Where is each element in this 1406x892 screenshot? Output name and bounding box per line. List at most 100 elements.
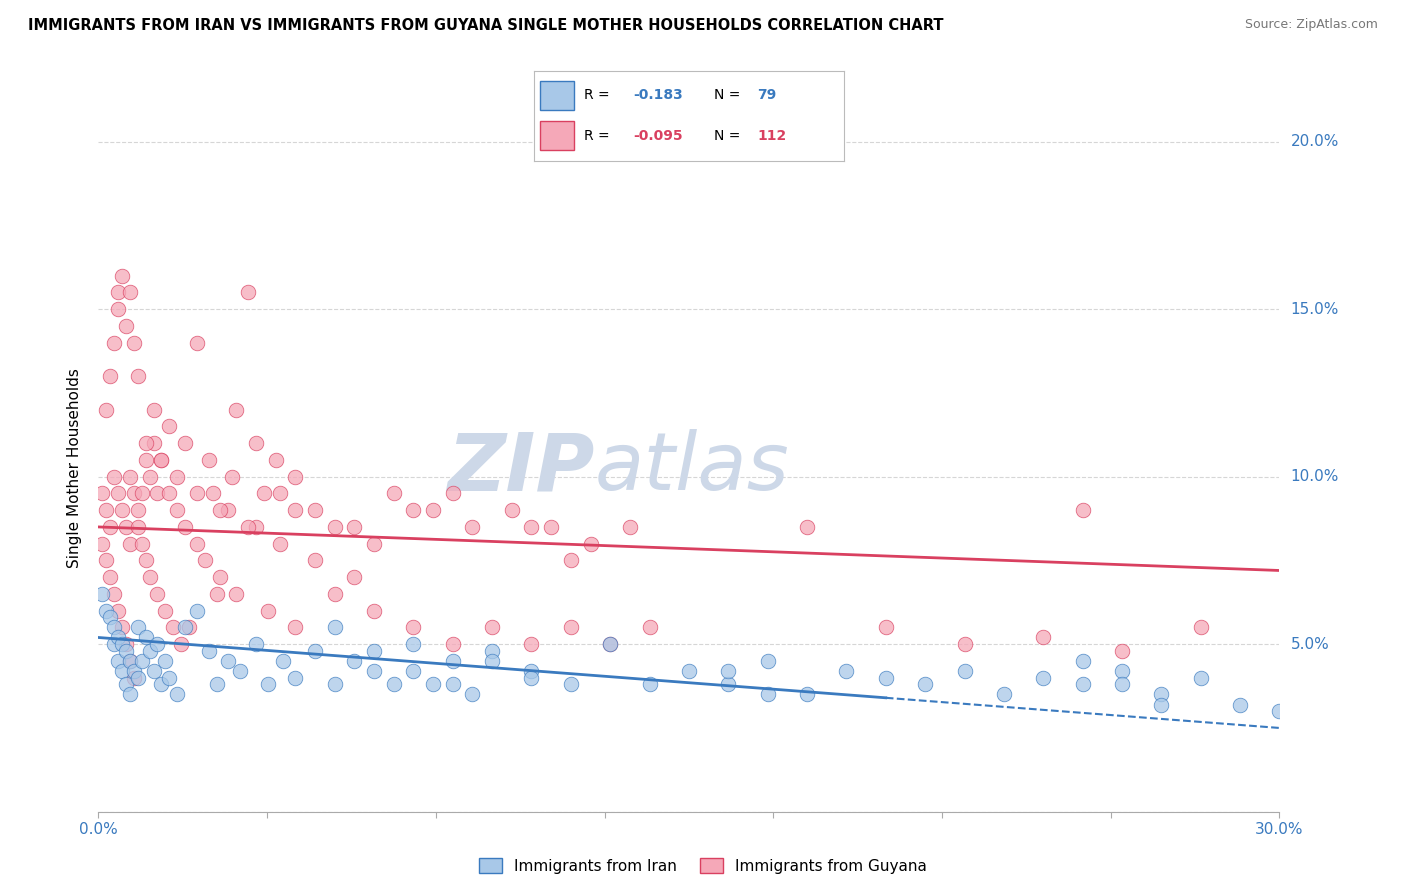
Point [323,677,346,691]
Point [131,654,153,668]
Point [264,453,287,467]
Point [157,419,180,434]
Point [205,587,228,601]
Point [186,335,208,350]
Point [1111,664,1133,678]
Point [118,537,141,551]
Point [363,604,385,618]
Text: IMMIGRANTS FROM IRAN VS IMMIGRANTS FROM GUYANA SINGLE MOTHER HOUSEHOLDS CORRELAT: IMMIGRANTS FROM IRAN VS IMMIGRANTS FROM … [28,18,943,33]
Text: 10.0%: 10.0% [1291,469,1339,484]
Point [382,677,405,691]
Point [155,654,177,668]
Point [1189,671,1212,685]
Point [363,644,385,658]
Point [1189,620,1212,634]
Point [174,520,197,534]
Point [481,620,503,634]
Point [1229,698,1251,712]
Point [142,664,165,678]
Point [115,637,138,651]
Point [118,469,141,483]
Point [481,654,503,668]
Point [103,637,125,651]
Point [441,677,464,691]
Point [98,369,121,384]
Point [461,520,484,534]
Point [560,553,582,567]
Point [256,677,278,691]
Point [229,664,252,678]
Point [1111,677,1133,691]
Point [135,553,157,567]
Point [135,453,157,467]
Point [142,402,165,417]
Point [284,620,307,634]
Point [138,644,160,658]
Point [122,664,145,678]
Point [363,664,385,678]
Point [221,469,243,483]
Point [131,486,153,500]
Point [619,520,641,534]
Point [98,570,121,584]
Point [402,503,425,517]
Text: 15.0%: 15.0% [1291,301,1339,317]
Point [217,503,239,517]
Y-axis label: Single Mother Households: Single Mother Households [67,368,83,568]
Point [382,486,405,500]
Point [717,664,740,678]
Point [540,520,562,534]
Point [245,520,267,534]
Point [217,654,239,668]
Point [1071,654,1094,668]
Point [146,637,169,651]
Point [236,285,259,300]
Text: N =: N = [714,88,744,103]
Text: 5.0%: 5.0% [1291,637,1329,652]
Point [717,677,740,691]
Point [323,520,346,534]
Point [127,520,149,534]
Point [166,688,188,702]
Point [835,664,858,678]
Point [875,620,897,634]
Point [520,520,543,534]
Point [343,570,366,584]
Point [107,285,129,300]
Point [157,486,180,500]
Point [96,503,118,517]
Point [186,486,208,500]
Point [111,503,134,517]
Point [225,402,247,417]
Point [284,503,307,517]
Text: R =: R = [583,128,614,143]
Point [138,570,160,584]
Point [96,553,118,567]
Point [343,520,366,534]
Text: -0.095: -0.095 [633,128,683,143]
Point [107,302,129,317]
Point [205,677,228,691]
FancyBboxPatch shape [540,81,575,110]
Point [103,335,125,350]
Point [209,503,232,517]
Point [111,268,134,283]
Point [122,486,145,500]
Point [98,520,121,534]
Point [461,688,484,702]
Point [91,537,114,551]
Point [304,644,326,658]
Point [1347,721,1369,735]
Point [914,677,936,691]
Point [363,537,385,551]
Point [520,664,543,678]
Point [135,436,157,450]
Point [520,637,543,651]
Point [107,486,129,500]
Point [150,453,173,467]
Point [115,677,138,691]
Point [953,637,976,651]
Point [162,620,184,634]
Point [756,654,779,668]
Point [122,671,145,685]
